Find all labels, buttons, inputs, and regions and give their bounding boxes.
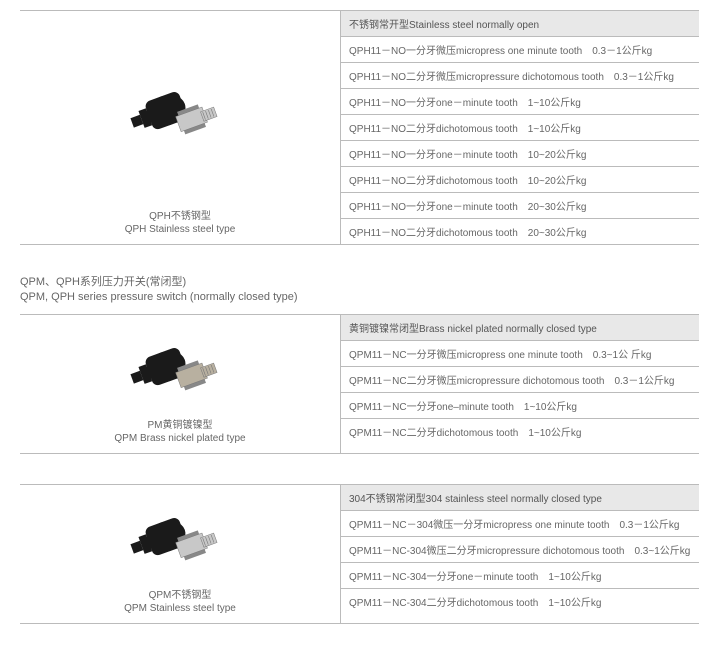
image-wrap	[25, 21, 335, 206]
table-row: QPH11－NO一分牙微压micropress one minute tooth…	[341, 37, 699, 63]
section-title-en: QPM, QPH series pressure switch (normall…	[20, 291, 298, 303]
table-row: QPH11－NO一分牙one－minute tooth 1~10公斤kg	[341, 89, 699, 115]
product-image	[120, 69, 240, 159]
image-caption: QPM不锈钢型 QPM Stainless steel type	[124, 589, 236, 615]
caption-en: QPM Brass nickel plated type	[114, 433, 245, 444]
caption-en: QPH Stainless steel type	[125, 224, 236, 235]
table-header: 黄铜镀镍常闭型Brass nickel plated normally clos…	[341, 315, 699, 341]
table-row: QPH11－NO二分牙dichotomous tooth 1~10公斤kg	[341, 115, 699, 141]
table-row: QPH11－NO二分牙微压micropressure dichotomous t…	[341, 63, 699, 89]
section-row: QPH不锈钢型 QPH Stainless steel type 不锈钢常开型S…	[20, 10, 699, 245]
image-column: PM黄铜镀镍型 QPM Brass nickel plated type	[20, 315, 340, 453]
table-row: QPM11－NC二分牙dichotomous tooth 1~10公斤kg	[341, 419, 699, 444]
spec-table: 304不锈钢常闭型304 stainless steel normally cl…	[340, 485, 699, 623]
table-row: QPH11－NO二分牙dichotomous tooth 10~20公斤kg	[341, 167, 699, 193]
table-row: QPM11－NC-304二分牙dichotomous tooth 1~10公斤k…	[341, 589, 699, 614]
product-image	[120, 495, 240, 585]
table-row: QPM11－NC一分牙微压micropress one minute tooth…	[341, 341, 699, 367]
section-title-cn: QPM、QPH系列压力开关(常闭型)	[20, 276, 186, 288]
table-row: QPH11－NO一分牙one－minute tooth 20~30公斤kg	[341, 193, 699, 219]
image-column: QPM不锈钢型 QPM Stainless steel type	[20, 485, 340, 623]
section-title: QPM、QPH系列压力开关(常闭型) QPM, QPH series pressu…	[20, 275, 699, 306]
table-row: QPH11－NO二分牙dichotomous tooth 20~30公斤kg	[341, 219, 699, 244]
caption-en: QPM Stainless steel type	[124, 603, 236, 614]
caption-cn: QPM不锈钢型	[149, 590, 212, 601]
table-row: QPM11－NC－304微压一分牙micropress one minute t…	[341, 511, 699, 537]
section-row: QPM不锈钢型 QPM Stainless steel type 304不锈钢常…	[20, 484, 699, 624]
spec-table: 不锈钢常开型Stainless steel normally openQPH11…	[340, 11, 699, 244]
product-section: QPM、QPH系列压力开关(常闭型) QPM, QPH series pressu…	[20, 275, 699, 454]
image-wrap	[25, 495, 335, 585]
caption-cn: PM黄铜镀镍型	[147, 420, 212, 431]
product-section: QPH不锈钢型 QPH Stainless steel type 不锈钢常开型S…	[20, 10, 699, 245]
image-wrap	[25, 325, 335, 415]
image-caption: PM黄铜镀镍型 QPM Brass nickel plated type	[114, 419, 245, 445]
image-column: QPH不锈钢型 QPH Stainless steel type	[20, 11, 340, 244]
table-row: QPM11－NC-304一分牙one－minute tooth 1~10公斤kg	[341, 563, 699, 589]
table-header: 不锈钢常开型Stainless steel normally open	[341, 11, 699, 37]
product-section: QPM不锈钢型 QPM Stainless steel type 304不锈钢常…	[20, 484, 699, 624]
caption-cn: QPH不锈钢型	[149, 211, 211, 222]
spec-table: 黄铜镀镍常闭型Brass nickel plated normally clos…	[340, 315, 699, 453]
table-row: QPH11－NO一分牙one－minute tooth 10~20公斤kg	[341, 141, 699, 167]
product-image	[120, 325, 240, 415]
table-header: 304不锈钢常闭型304 stainless steel normally cl…	[341, 485, 699, 511]
table-row: QPM11－NC二分牙微压micropressure dichotomous t…	[341, 367, 699, 393]
section-row: PM黄铜镀镍型 QPM Brass nickel plated type 黄铜镀…	[20, 314, 699, 454]
image-caption: QPH不锈钢型 QPH Stainless steel type	[125, 210, 236, 236]
table-row: QPM11－NC一分牙one–minute tooth 1~10公斤kg	[341, 393, 699, 419]
table-row: QPM11－NC-304微压二分牙micropressure dichotomo…	[341, 537, 699, 563]
